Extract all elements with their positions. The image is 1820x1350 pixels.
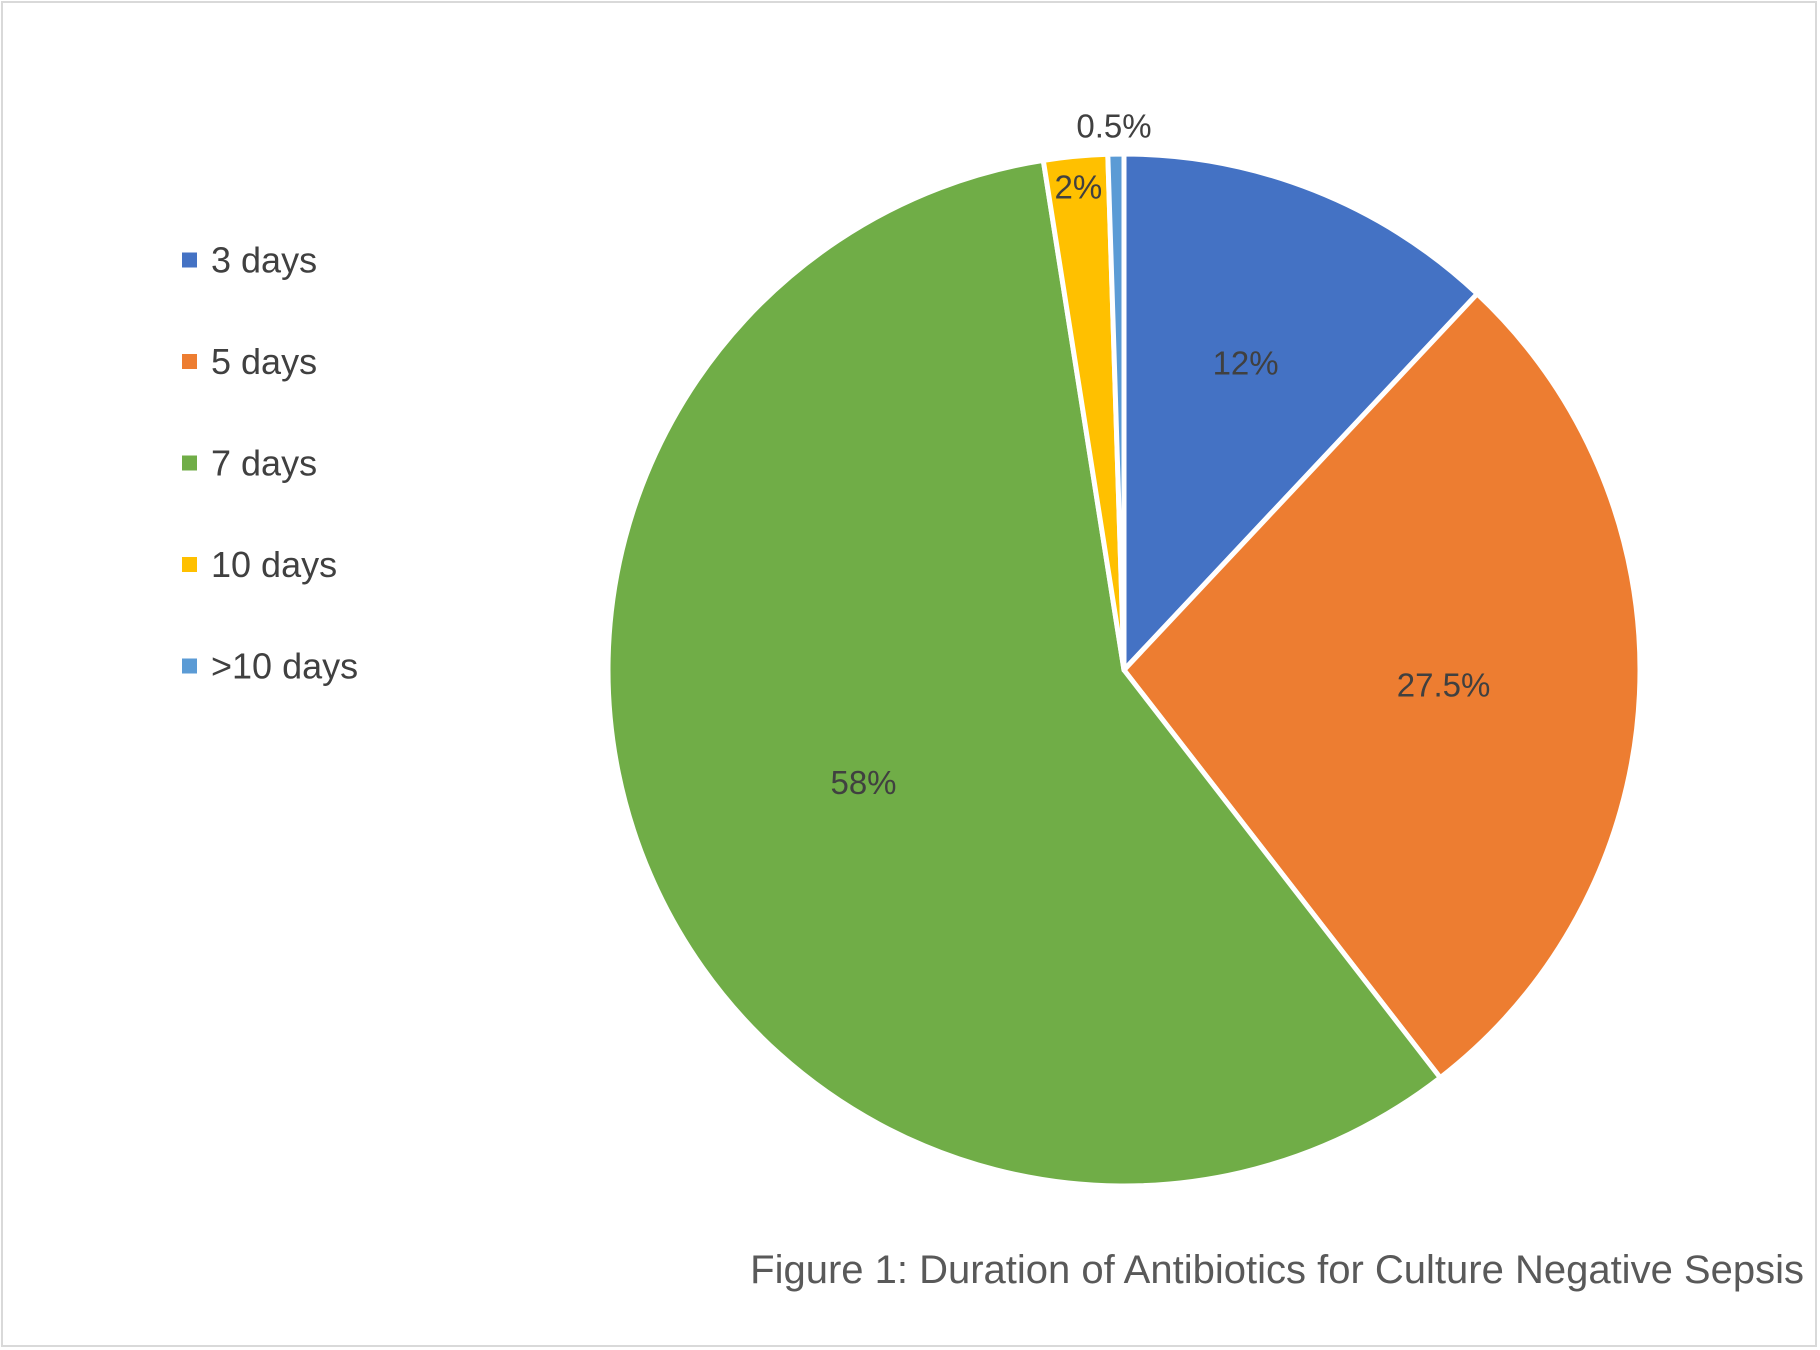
legend: 3 days 5 days 7 days 10 days >10 days	[182, 240, 358, 687]
pie-slice-7-days	[605, 157, 1443, 1189]
legend-swatch-10-days	[182, 557, 197, 572]
pie-slice-3-days	[1121, 151, 1480, 673]
data-labels: 12% 27.5% 58% 2% 0.5%	[830, 108, 1490, 802]
legend-label-10-days: 10 days	[211, 544, 337, 585]
pie-slices	[605, 151, 1643, 1189]
pie-slice-gt10-days	[1105, 151, 1127, 673]
legend-swatch-gt10-days	[182, 658, 197, 674]
legend-swatch-3-days	[182, 252, 197, 268]
data-label-10-days: 2%	[1055, 169, 1103, 206]
data-label-7-days: 58%	[830, 764, 896, 801]
legend-label-7-days: 7 days	[211, 443, 317, 484]
data-label-5-days: 27.5%	[1397, 667, 1491, 704]
legend-label-5-days: 5 days	[211, 341, 317, 382]
legend-swatch-5-days	[182, 354, 197, 369]
legend-swatch-7-days	[182, 455, 197, 471]
legend-label-gt10-days: >10 days	[211, 646, 358, 687]
pie-slice-5-days	[1121, 291, 1643, 1081]
figure-caption: Figure 1: Duration of Antibiotics for Cu…	[750, 1248, 1804, 1292]
legend-label-3-days: 3 days	[211, 240, 317, 281]
data-label-3-days: 12%	[1213, 345, 1279, 382]
data-label-gt10-days: 0.5%	[1076, 108, 1151, 145]
